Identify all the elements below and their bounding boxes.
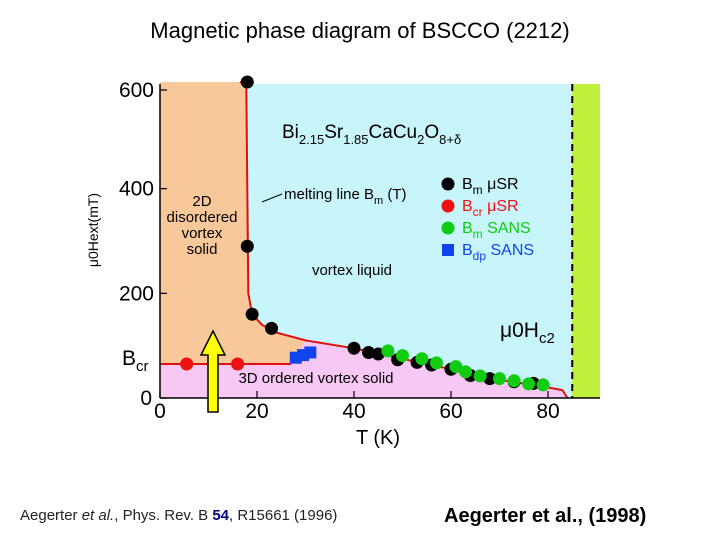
axes: 0 20 40 60 80 0 200 400 600 T (K) μ0Hext(mT)	[85, 79, 560, 449]
point-series0-2	[245, 307, 259, 321]
x-tick-label-0: 0	[154, 400, 166, 423]
citation-pages: , R15661 (1996)	[229, 507, 338, 524]
plot-frame	[159, 84, 600, 399]
point-series0-1	[240, 239, 254, 253]
citation-authors: Aegerter	[20, 507, 82, 524]
page-title: Magnetic phase diagram of BSCCO (2212)	[150, 18, 570, 43]
point-series2-1	[396, 349, 409, 363]
point-series2-0	[381, 344, 395, 358]
legend-marker-3	[442, 244, 454, 256]
legend-label-2: Bm SANS	[462, 220, 531, 241]
disordered-label-line-0: 2D	[192, 193, 211, 210]
point-series2-5	[459, 365, 473, 379]
y-tick-label-600: 600	[119, 79, 154, 102]
y-tick-label-400: 400	[119, 178, 154, 201]
point-series2-6	[473, 369, 487, 383]
x-tick-label-20: 20	[245, 400, 268, 423]
legend-label-3: Bdp SANS	[462, 242, 534, 263]
ordered-solid-region	[160, 340, 568, 398]
point-series1-1	[231, 357, 245, 371]
citation-journal: , Phys. Rev. B	[114, 507, 213, 524]
disordered-label-line-1: disordered	[167, 209, 238, 226]
legend-marker-1	[441, 199, 455, 213]
point-series2-10	[536, 378, 550, 392]
melting-line-label: melting line Bm (T)	[284, 186, 407, 207]
y-axis-label: μ0Hext(mT)	[85, 193, 101, 267]
point-series2-4	[449, 360, 463, 374]
legend-marker-2	[441, 221, 455, 235]
point-series0-3	[265, 321, 279, 335]
x-axis-label: T (K)	[356, 427, 400, 449]
disordered-label-line-2: vortex	[182, 225, 223, 242]
credit-line: Aegerter et al., (1998)	[444, 505, 647, 527]
melting-line-leader	[261, 193, 283, 203]
bcr-arrow	[199, 329, 227, 413]
citation: Aegerter et al., Phys. Rev. B 54, R15661…	[20, 507, 337, 524]
citation-volume: 54	[212, 507, 230, 524]
point-series2-7	[493, 372, 506, 386]
hc2-label: μ0Hc2	[500, 319, 555, 347]
point-series2-2	[415, 352, 429, 366]
legend-marker-0	[441, 177, 455, 191]
y-tick-label-0: 0	[140, 387, 152, 410]
disordered-solid-region	[160, 82, 403, 364]
data-points	[180, 75, 550, 392]
point-series0-0	[240, 75, 254, 89]
point-series1-0	[180, 357, 194, 371]
y-tick-label-200: 200	[119, 282, 154, 305]
point-series3-2	[304, 346, 317, 359]
compound-formula: Bi2.15Sr1.85CaCu2O8+δ	[282, 122, 461, 147]
legend-label-0: Bm μSR	[462, 176, 519, 197]
disordered-label-line-3: solid	[187, 241, 218, 258]
x-tick-label-80: 80	[536, 400, 559, 423]
legend-label-1: Bcr μSR	[462, 198, 519, 219]
point-series2-3	[429, 356, 443, 370]
ordered-solid-label: 3D ordered vortex solid	[238, 370, 393, 387]
vortex-liquid-label: vortex liquid	[312, 262, 392, 279]
x-tick-label-40: 40	[342, 400, 365, 423]
normal-state-band	[572, 84, 600, 398]
point-series2-8	[507, 374, 521, 388]
bcr-label: Bcr	[122, 347, 149, 375]
x-tick-label-60: 60	[439, 400, 462, 423]
point-series2-9	[522, 377, 536, 391]
citation-etal: et al.	[81, 507, 115, 524]
point-series0-4	[347, 341, 361, 355]
point-series0-5	[362, 345, 376, 359]
phase-regions	[160, 82, 600, 398]
